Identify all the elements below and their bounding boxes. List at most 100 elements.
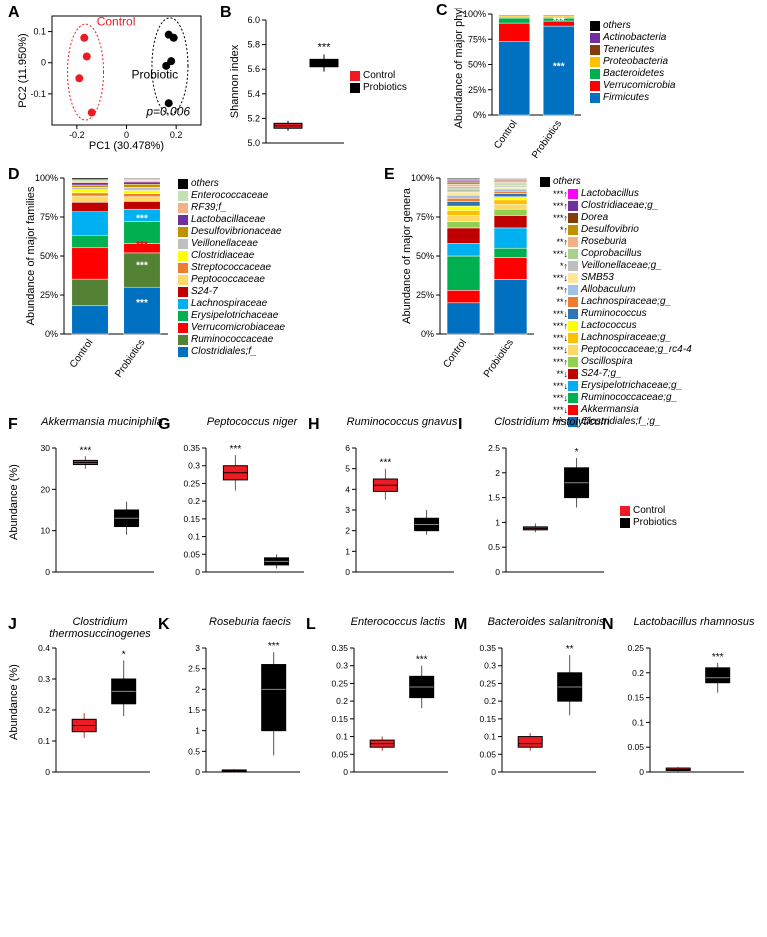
svg-text:0.1: 0.1 [33, 27, 46, 37]
svg-text:1: 1 [495, 517, 500, 527]
svg-text:0.25: 0.25 [183, 478, 200, 488]
svg-text:5.4: 5.4 [247, 89, 260, 99]
svg-text:20: 20 [41, 484, 51, 494]
svg-text:0.15: 0.15 [479, 714, 496, 724]
svg-text:0.25: 0.25 [627, 643, 644, 653]
svg-text:3: 3 [195, 643, 200, 653]
svg-text:0.3: 0.3 [484, 661, 496, 671]
svg-text:0: 0 [343, 767, 348, 777]
shannon-boxplot: 5.05.25.45.65.86.0***Shannon index [228, 8, 348, 153]
svg-text:Probiotics: Probiotics [482, 337, 516, 379]
svg-text:100%: 100% [35, 173, 58, 183]
svg-text:0.35: 0.35 [331, 643, 348, 653]
svg-text:4: 4 [345, 484, 350, 494]
svg-text:0.5: 0.5 [188, 746, 200, 756]
svg-text:0.05: 0.05 [331, 749, 348, 759]
svg-text:0.1: 0.1 [484, 732, 496, 742]
svg-text:5.0: 5.0 [247, 138, 260, 148]
svg-text:p=0.006: p=0.006 [145, 105, 190, 119]
svg-text:0.25: 0.25 [331, 678, 348, 688]
svg-text:1.5: 1.5 [488, 493, 500, 503]
svg-text:***: *** [318, 41, 332, 53]
svg-text:***: *** [136, 214, 148, 225]
svg-text:25%: 25% [40, 290, 58, 300]
svg-text:0.05: 0.05 [479, 749, 496, 759]
svg-text:2.5: 2.5 [188, 664, 200, 674]
svg-text:Probiotics: Probiotics [113, 337, 147, 379]
svg-text:*: * [122, 649, 126, 660]
svg-text:50%: 50% [40, 251, 58, 261]
svg-text:2: 2 [495, 468, 500, 478]
svg-text:0.5: 0.5 [488, 542, 500, 552]
svg-text:0.2: 0.2 [632, 668, 644, 678]
svg-text:0.2: 0.2 [336, 696, 348, 706]
svg-text:2: 2 [195, 684, 200, 694]
svg-text:***: *** [136, 240, 148, 251]
svg-text:75%: 75% [40, 212, 58, 222]
svg-text:1: 1 [345, 546, 350, 556]
svg-text:***: *** [230, 444, 242, 455]
svg-text:0: 0 [45, 767, 50, 777]
svg-text:0.3: 0.3 [188, 461, 200, 471]
svg-text:75%: 75% [468, 34, 486, 44]
svg-text:***: *** [380, 458, 392, 469]
svg-text:***: *** [136, 260, 148, 271]
svg-text:***: *** [416, 655, 428, 666]
svg-text:Probiotics: Probiotics [530, 118, 564, 160]
svg-text:**: ** [566, 644, 574, 655]
svg-text:50%: 50% [416, 251, 434, 261]
svg-text:0: 0 [45, 567, 50, 577]
svg-text:0.2: 0.2 [170, 130, 183, 140]
svg-text:0.05: 0.05 [183, 549, 200, 559]
svg-text:3: 3 [345, 505, 350, 515]
svg-text:Shannon index: Shannon index [229, 44, 241, 118]
svg-text:0: 0 [195, 767, 200, 777]
svg-text:Control: Control [492, 118, 520, 151]
svg-text:0.3: 0.3 [38, 674, 50, 684]
svg-text:6.0: 6.0 [247, 15, 260, 25]
svg-text:Control: Control [441, 337, 469, 370]
svg-text:6: 6 [345, 443, 350, 453]
svg-text:0%: 0% [473, 110, 486, 120]
svg-text:-0.2: -0.2 [69, 130, 85, 140]
svg-text:PC1 (30.478%): PC1 (30.478%) [89, 140, 164, 152]
svg-text:0.1: 0.1 [632, 717, 644, 727]
svg-text:1: 1 [195, 726, 200, 736]
svg-text:0%: 0% [421, 329, 434, 339]
svg-text:25%: 25% [468, 85, 486, 95]
svg-text:1.5: 1.5 [188, 705, 200, 715]
svg-text:0.15: 0.15 [183, 514, 200, 524]
svg-text:***: *** [268, 641, 280, 652]
svg-text:5.8: 5.8 [247, 40, 260, 50]
svg-text:Probiotic: Probiotic [131, 67, 178, 81]
svg-text:0: 0 [495, 567, 500, 577]
svg-text:50%: 50% [468, 60, 486, 70]
svg-text:0: 0 [345, 567, 350, 577]
svg-text:Abundance of major families: Abundance of major families [25, 186, 37, 325]
svg-text:Abundance of major genera: Abundance of major genera [401, 187, 413, 324]
svg-text:0.25: 0.25 [479, 678, 496, 688]
pca-scatter: -0.200.2-0.100.1ControlProbioticp=0.006P… [14, 8, 209, 153]
svg-text:0.1: 0.1 [188, 532, 200, 542]
svg-text:0: 0 [195, 567, 200, 577]
svg-text:100%: 100% [411, 173, 434, 183]
svg-text:30: 30 [41, 443, 51, 453]
svg-text:Control: Control [97, 14, 136, 28]
svg-text:0.35: 0.35 [183, 443, 200, 453]
svg-text:0: 0 [124, 130, 129, 140]
svg-text:0.3: 0.3 [336, 661, 348, 671]
svg-text:Control: Control [68, 337, 96, 370]
svg-text:-0.1: -0.1 [30, 89, 46, 99]
svg-text:PC2 (11.950%): PC2 (11.950%) [17, 33, 29, 107]
svg-text:***: *** [553, 62, 565, 73]
svg-text:0.1: 0.1 [38, 736, 50, 746]
svg-text:***: *** [80, 445, 92, 456]
svg-text:0.2: 0.2 [188, 496, 200, 506]
svg-text:***: *** [136, 298, 148, 309]
svg-text:0: 0 [639, 767, 644, 777]
svg-text:0.1: 0.1 [336, 732, 348, 742]
svg-text:10: 10 [41, 526, 51, 536]
svg-text:0.2: 0.2 [484, 696, 496, 706]
svg-text:0.2: 0.2 [38, 705, 50, 715]
svg-text:0.15: 0.15 [627, 693, 644, 703]
